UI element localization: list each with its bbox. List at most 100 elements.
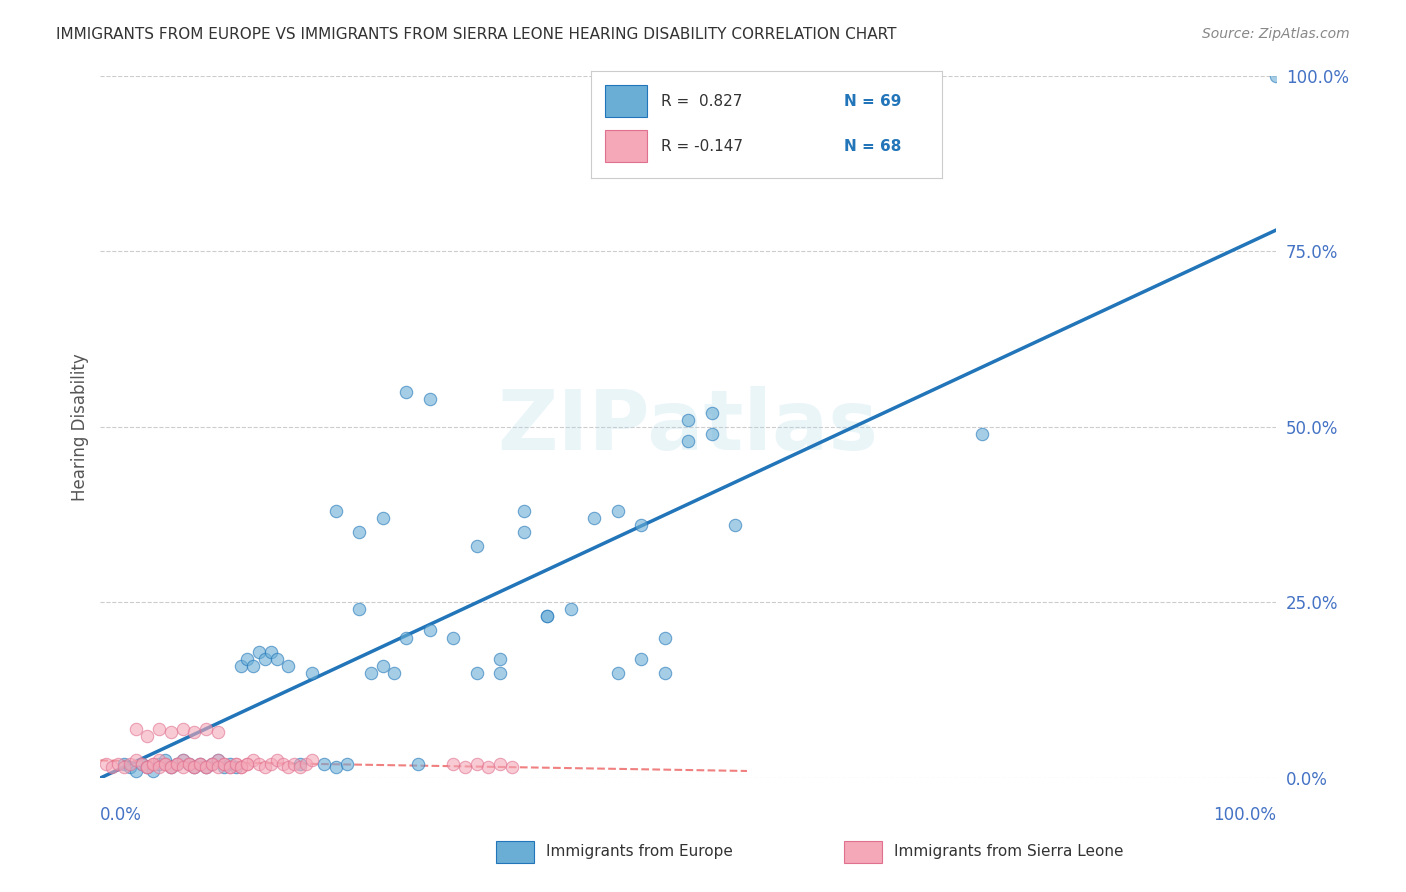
Point	[96, 756, 118, 771]
Point	[236, 756, 259, 771]
Point	[512, 504, 534, 518]
Text: IMMIGRANTS FROM EUROPE VS IMMIGRANTS FROM SIERRA LEONE HEARING DISABILITY CORREL: IMMIGRANTS FROM EUROPE VS IMMIGRANTS FRO…	[56, 27, 897, 42]
Point	[160, 760, 183, 774]
Point	[630, 518, 652, 533]
Point	[207, 754, 229, 768]
Point	[242, 658, 264, 673]
Text: Immigrants from Sierra Leone: Immigrants from Sierra Leone	[894, 845, 1123, 859]
Point	[212, 756, 235, 771]
Point	[454, 760, 477, 774]
Point	[136, 729, 159, 743]
Point	[371, 511, 394, 525]
Point	[654, 665, 676, 680]
Point	[195, 760, 218, 774]
Point	[172, 754, 194, 768]
Point	[512, 525, 534, 540]
Point	[724, 518, 747, 533]
Point	[536, 609, 558, 624]
Point	[118, 756, 141, 771]
Point	[676, 413, 699, 427]
Point	[325, 504, 347, 518]
Point	[166, 756, 188, 771]
Point	[188, 756, 211, 771]
Point	[218, 760, 240, 774]
Point	[107, 756, 129, 771]
Point	[501, 760, 523, 774]
Point	[583, 511, 606, 525]
Point	[160, 760, 183, 774]
Point	[1265, 69, 1288, 83]
Point	[253, 651, 276, 665]
Point	[218, 756, 240, 771]
Y-axis label: Hearing Disability: Hearing Disability	[72, 353, 89, 500]
Point	[242, 754, 264, 768]
Point	[231, 760, 253, 774]
Point	[172, 722, 194, 736]
Point	[630, 651, 652, 665]
Point	[419, 392, 441, 406]
Point	[253, 760, 276, 774]
Text: ZIPatlas: ZIPatlas	[498, 386, 879, 467]
Point	[148, 754, 170, 768]
Text: R =  0.827: R = 0.827	[661, 94, 742, 109]
Point	[177, 756, 200, 771]
Bar	[496, 840, 534, 863]
Point	[972, 426, 994, 441]
Point	[195, 760, 218, 774]
Point	[325, 760, 347, 774]
Point	[188, 756, 211, 771]
Point	[382, 665, 405, 680]
Point	[201, 756, 224, 771]
Point	[183, 725, 205, 739]
Point	[148, 756, 170, 771]
Point	[441, 631, 464, 645]
Point	[536, 609, 558, 624]
Bar	[844, 840, 882, 863]
Point	[172, 760, 194, 774]
Point	[195, 722, 218, 736]
Point	[142, 764, 165, 778]
Point	[188, 756, 211, 771]
Point	[236, 651, 259, 665]
Point	[124, 764, 146, 778]
Point	[166, 756, 188, 771]
Point	[183, 760, 205, 774]
Point	[177, 756, 200, 771]
Point	[183, 760, 205, 774]
Point	[441, 756, 464, 771]
Point	[290, 756, 312, 771]
Point	[124, 722, 146, 736]
Point	[489, 651, 512, 665]
Point	[371, 658, 394, 673]
Point	[101, 760, 124, 774]
Point	[419, 624, 441, 638]
Point	[118, 760, 141, 774]
Point	[225, 760, 247, 774]
Point	[312, 756, 335, 771]
Point	[136, 760, 159, 774]
Point	[136, 760, 159, 774]
Point	[124, 754, 146, 768]
Point	[271, 756, 294, 771]
Point	[142, 756, 165, 771]
Point	[183, 760, 205, 774]
Point	[177, 756, 200, 771]
Point	[225, 756, 247, 771]
Point	[166, 756, 188, 771]
Point	[465, 539, 488, 553]
Point	[153, 754, 176, 768]
Point	[207, 725, 229, 739]
Point	[489, 756, 512, 771]
Point	[277, 760, 299, 774]
Point	[266, 754, 288, 768]
Point	[142, 756, 165, 771]
Text: 100.0%: 100.0%	[1213, 806, 1277, 824]
Point	[700, 406, 723, 420]
Point	[465, 756, 488, 771]
Text: N = 69: N = 69	[844, 94, 901, 109]
Point	[112, 756, 135, 771]
Point	[260, 756, 283, 771]
Point	[231, 760, 253, 774]
Point	[277, 658, 299, 673]
Bar	[605, 86, 647, 118]
